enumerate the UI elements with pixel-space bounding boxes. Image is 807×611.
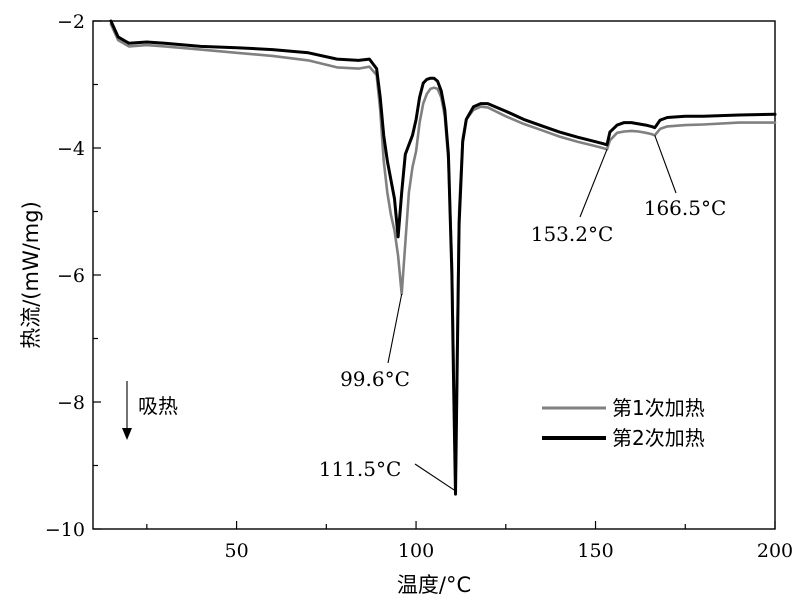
arrow-head-icon xyxy=(122,428,132,440)
y-tick-label: −8 xyxy=(57,392,85,414)
x-axis-ticks: 50 100 150 200 xyxy=(146,521,793,562)
y-tick-label: −10 xyxy=(45,519,85,541)
annotation-leader xyxy=(654,135,677,194)
x-axis-label: 温度/°C xyxy=(397,573,471,597)
annotation-leader xyxy=(579,149,608,218)
x-tick-label: 200 xyxy=(757,540,793,562)
x-tick-label: 100 xyxy=(398,540,434,562)
peak-annotation-label: 99.6°C xyxy=(340,367,410,391)
y-axis-ticks: −2 −4 −6 −8 −10 xyxy=(45,11,101,541)
peak-annotation-label: 153.2°C xyxy=(531,222,614,246)
series-line-2 xyxy=(109,19,777,496)
y-tick-label: −2 xyxy=(57,11,85,33)
annotation-leader xyxy=(387,293,403,364)
plot-area-frame xyxy=(92,20,776,530)
y-tick-label: −6 xyxy=(57,265,85,287)
y-tick-label: −4 xyxy=(57,138,85,160)
legend-label-series-1: 第1次加热 xyxy=(612,396,705,420)
peak-annotation-label: 166.5°C xyxy=(644,196,727,220)
endothermic-label: 吸热 xyxy=(138,394,178,418)
legend: 第1次加热 第2次加热 xyxy=(542,396,705,450)
peak-annotation-label: 111.5°C xyxy=(319,457,402,481)
y-axis-label: 热流/(mW/mg) xyxy=(19,201,43,349)
annotation-layer: 99.6°C 111.5°C 153.2°C 166.5°C xyxy=(319,135,727,492)
x-tick-label: 50 xyxy=(224,540,248,562)
x-tick-label: 150 xyxy=(577,540,613,562)
legend-label-series-2: 第2次加热 xyxy=(612,426,705,450)
series-layer xyxy=(109,19,777,496)
endothermic-indicator: 吸热 xyxy=(122,381,178,440)
annotation-leader xyxy=(414,463,456,492)
